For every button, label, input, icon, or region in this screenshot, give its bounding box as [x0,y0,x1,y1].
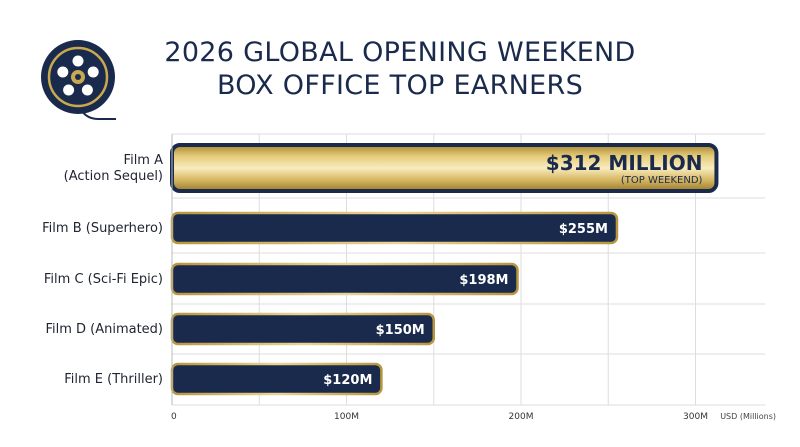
x-tick-label: 200M [509,412,534,422]
bar-value-label: $312 MILLION [546,151,703,175]
x-tick-label: 100M [334,412,359,422]
chart-title-line-1: 2026 GLOBAL OPENING WEEKEND [164,37,636,68]
category-label: Film B (Superhero) [42,221,163,236]
bar-value-label: $120M [323,373,372,388]
x-axis: 0 100M 200M 300M USD (Millions) [171,134,776,422]
bar-value-label: $255M [559,222,608,237]
bar-2 [170,211,619,245]
x-tick-label: 0 [171,412,177,422]
bars: $312 MILLION(TOP WEEKEND) $255M $198M $150M… [170,143,719,396]
x-axis-unit-label: USD (Millions) [720,412,776,421]
category-label: Film D (Animated) [45,322,163,337]
bar-value-label: $198M [459,273,508,288]
category-labels: Film A(Action Sequel) Film B (Superhero) F… [42,153,163,387]
film-reel-icon [41,40,116,120]
chart-title-line-2: BOX OFFICE TOP EARNERS [216,70,584,101]
category-label: Film C (Sci-Fi Epic) [44,272,163,287]
x-tick-label: 300M [683,412,708,422]
bar-value-label: $150M [376,323,425,338]
bar-sub-label: (TOP WEEKEND) [621,175,703,186]
chart-title: 2026 GLOBAL OPENING WEEKEND BOX OFFICE T… [120,36,680,102]
category-label: (Action Sequel) [64,169,163,184]
category-label: Film A [124,153,164,168]
category-label: Film E (Thriller) [64,372,163,387]
